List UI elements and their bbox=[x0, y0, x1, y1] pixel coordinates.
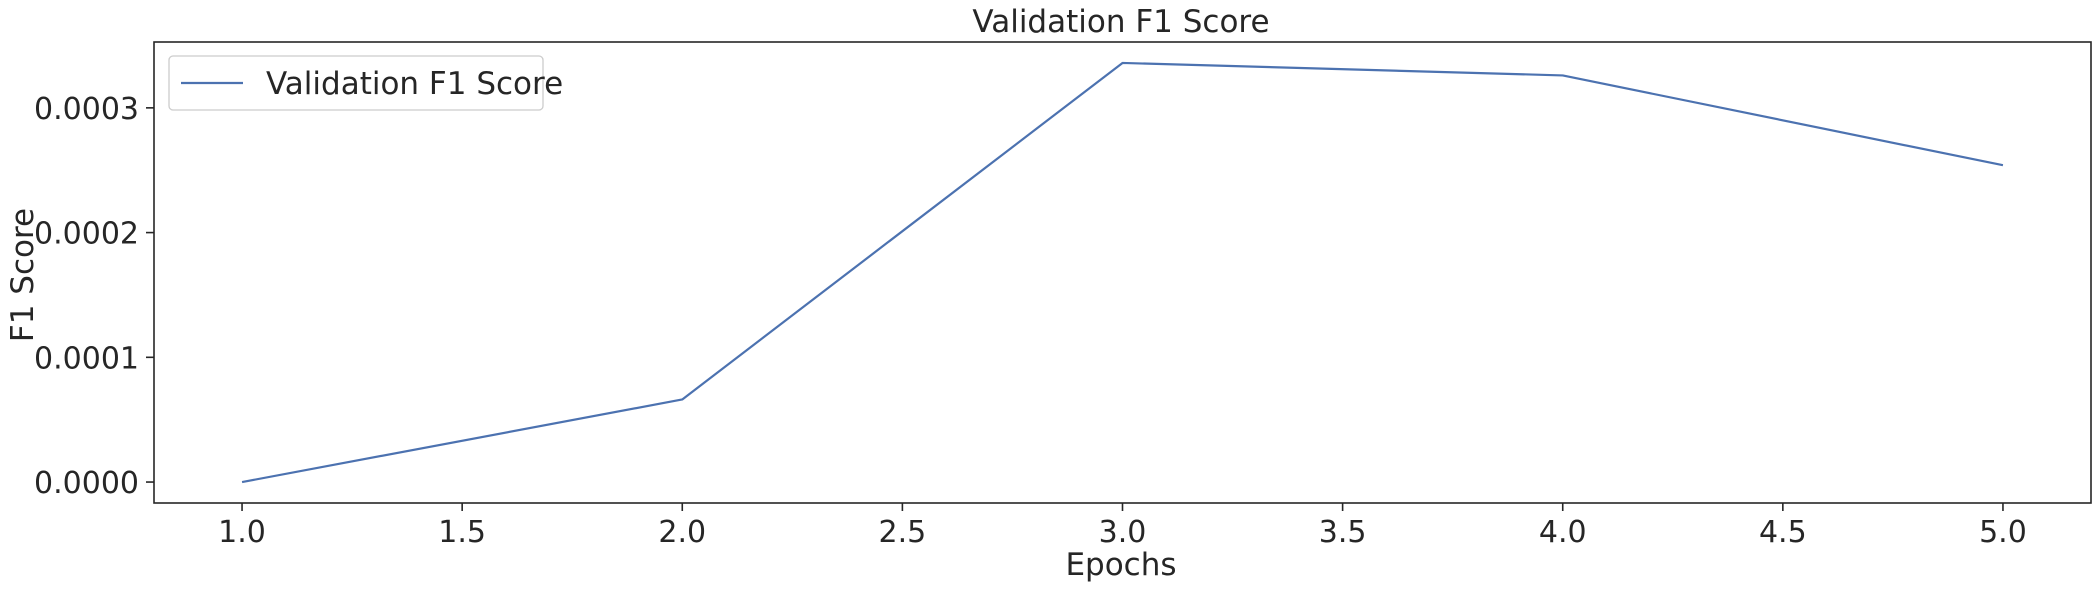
y-tick-label: 0.0001 bbox=[34, 341, 139, 376]
y-tick-label: 0.0002 bbox=[34, 217, 139, 252]
y-tick-label: 0.0000 bbox=[34, 466, 139, 501]
legend: Validation F1 Score bbox=[168, 55, 563, 111]
x-tick-label: 5.0 bbox=[1979, 515, 2027, 550]
x-tick-label: 3.5 bbox=[1319, 515, 1367, 550]
x-tick-label: 1.5 bbox=[438, 515, 486, 550]
legend-label: Validation F1 Score bbox=[266, 66, 563, 102]
y-axis-label: F1 Score bbox=[5, 208, 41, 342]
legend-box bbox=[168, 55, 544, 111]
plot-area: 1.0 1.5 2.0 2.5 3.0 3.5 4.0 4.5 5.0 0.0000 0.0001 0… bbox=[34, 41, 2092, 550]
x-tick-label: 1.0 bbox=[218, 515, 266, 550]
chart-title: Validation F1 Score bbox=[972, 4, 1269, 40]
x-tick-label: 4.5 bbox=[1759, 515, 1807, 550]
y-tick-label: 0.0003 bbox=[34, 92, 139, 127]
x-tick-label: 3.0 bbox=[1099, 515, 1147, 550]
series-line bbox=[241, 61, 2004, 484]
x-tick-label: 2.0 bbox=[658, 515, 706, 550]
x-tick-label: 4.0 bbox=[1539, 515, 1587, 550]
x-axis-label: Epochs bbox=[1065, 547, 1176, 583]
x-tick-label: 2.5 bbox=[879, 515, 927, 550]
